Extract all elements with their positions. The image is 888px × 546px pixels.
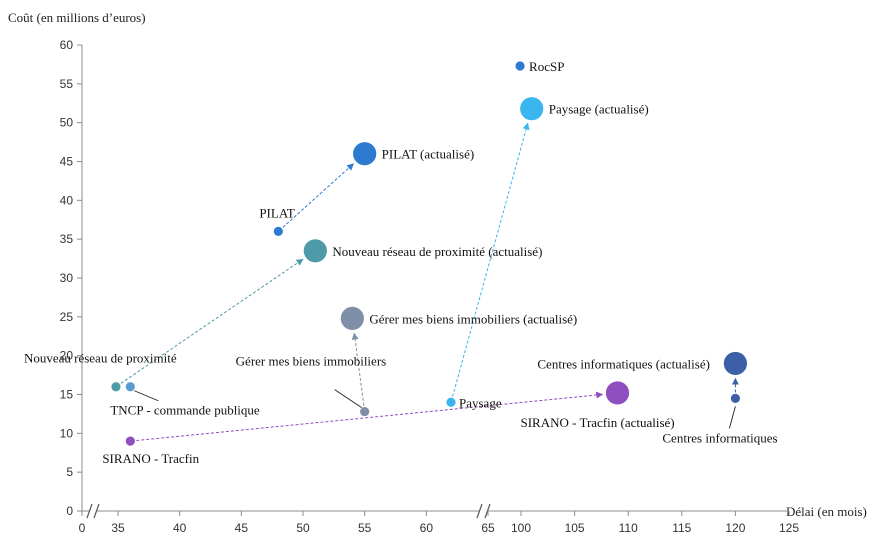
x-tick-label: 50 [296,521,310,535]
axis-break-mark [93,503,100,519]
data-point [605,380,630,406]
data-point [124,435,136,447]
trend-arrow [120,258,304,384]
data-point [110,381,122,393]
data-point [339,305,365,331]
data-point [302,238,328,264]
y-tick-label: 45 [60,155,74,169]
point-label: Centres informatiques (actualisé) [537,356,710,371]
y-tick-label: 0 [66,504,73,518]
arrows [120,122,739,442]
point-label: Paysage (actualisé) [549,102,649,117]
data-point [445,396,457,408]
data-point [519,96,545,122]
data-points [110,60,748,447]
x-tick-label: 0 [79,521,86,535]
y-tick-label: 50 [60,116,74,130]
axis-break-mark [86,503,93,519]
trend-arrow [351,332,365,406]
y-tick-label: 25 [60,310,74,324]
y-tick-label: 55 [60,77,74,91]
x-tick-label: 65 [481,521,495,535]
x-tick-label: 60 [420,521,434,535]
y-tick-label: 60 [60,38,74,52]
x-tick-label: 105 [565,521,585,535]
point-label: Nouveau réseau de proximité [24,351,177,366]
trend-arrow [136,391,604,442]
x-tick-label: 125 [779,521,799,535]
point-label: Centres informatiques [662,430,777,445]
point-labels: Nouveau réseau de proximité TNCP - comman… [24,59,778,466]
point-label: Gérer mes biens immobiliers (actualisé) [369,311,577,326]
y-tick-label: 40 [60,193,74,207]
point-label: Paysage [459,395,502,410]
data-point [124,381,136,393]
x-tick-label: 35 [111,521,125,535]
leader-line [134,390,159,402]
y-tick-label: 15 [60,388,74,402]
trend-arrow [282,163,355,228]
data-point [352,141,378,167]
leader-line [728,406,736,429]
trend-arrow [452,122,530,397]
axis-break-mark [476,503,483,519]
x-tick-label: 45 [235,521,249,535]
axes: 0 5 10 15 20 25 30 35 40 45 50 55 60 0 35 40 45 50 55 60 65 1… [60,38,800,535]
data-point [272,225,284,237]
x-tick-label: 110 [619,521,638,535]
data-point [730,392,741,404]
point-label: RocSP [529,59,564,74]
x-tick-label: 115 [672,521,691,535]
y-tick-label: 5 [66,465,73,479]
x-tick-label: 55 [358,521,372,535]
point-label: SIRANO - Tracfin (actualisé) [520,415,674,430]
point-label: SIRANO - Tracfin [102,451,199,466]
x-tick-label: 120 [725,521,745,535]
x-tick-label: 100 [511,521,531,535]
y-tick-label: 10 [60,426,74,440]
y-tick-label: 30 [60,271,74,285]
data-point [359,406,371,417]
x-tick-label: 40 [173,521,187,535]
data-point [723,351,748,376]
point-label: Gérer mes biens immobiliers [236,354,387,369]
point-label: Nouveau réseau de proximité (actualisé) [332,244,542,259]
data-point [514,60,526,72]
y-tick-label: 20 [60,349,74,363]
y-axis-title: Coût (en millions d’euros) [8,10,146,25]
x-axis-title: Délai (en mois) [786,504,867,519]
point-label: PILAT (actualisé) [382,147,475,162]
leader-line [334,389,362,408]
point-label: PILAT [259,205,294,220]
point-label: TNCP - commande publique [110,403,260,418]
y-tick-label: 35 [60,232,74,246]
